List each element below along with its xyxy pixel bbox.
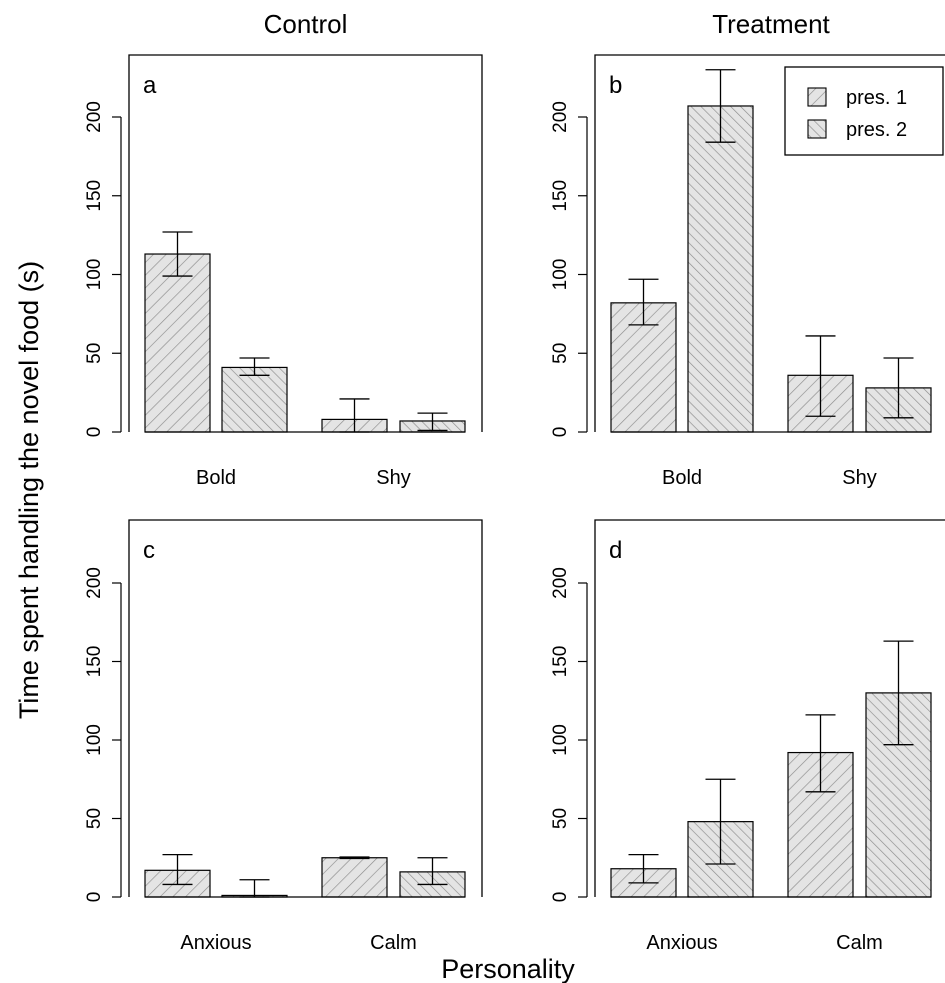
y-tick-label: 100 bbox=[550, 724, 571, 756]
panel-letter: c bbox=[143, 537, 155, 564]
y-tick-label: 50 bbox=[550, 343, 571, 364]
legend-label-pres-1: pres. 1 bbox=[846, 87, 907, 109]
y-tick-label: 200 bbox=[550, 567, 571, 599]
bar bbox=[144, 253, 211, 433]
panel-b: Treatment Bold Shy 0 50 100 150 200 b bbox=[550, 9, 945, 489]
legend-box bbox=[784, 66, 944, 156]
bar bbox=[687, 105, 754, 433]
x-axis-title: Personality bbox=[441, 954, 575, 983]
y-tick-label: 150 bbox=[84, 180, 105, 212]
legend-swatch-pres-2 bbox=[807, 119, 827, 139]
legend: pres. 1 pres. 2 bbox=[784, 66, 944, 156]
panel-c: Anxious Calm 0 50 100 150 200 c bbox=[84, 519, 483, 954]
y-tick-label: 100 bbox=[84, 724, 105, 756]
plot-frame bbox=[128, 54, 483, 432]
y-tick-label: 150 bbox=[550, 180, 571, 212]
y-tick-label: 50 bbox=[550, 808, 571, 829]
panel-letter: a bbox=[143, 72, 157, 99]
plot-frame bbox=[128, 519, 483, 897]
y-axis-title: Time spent handling the novel food (s) bbox=[14, 261, 44, 719]
category-label: Anxious bbox=[180, 932, 251, 954]
category-label: Anxious bbox=[646, 932, 717, 954]
y-tick-label: 150 bbox=[84, 646, 105, 678]
y-tick-label: 200 bbox=[84, 567, 105, 599]
panel-a: Control Bold Shy 0 50 100 150 200 a bbox=[84, 9, 483, 489]
y-tick-label: 50 bbox=[84, 343, 105, 364]
category-label: Calm bbox=[836, 932, 883, 954]
y-tick-label: 0 bbox=[84, 892, 105, 903]
plot-frame bbox=[594, 519, 945, 897]
y-tick-label: 0 bbox=[550, 892, 571, 903]
category-label: Bold bbox=[196, 467, 236, 489]
y-tick-label: 100 bbox=[84, 259, 105, 291]
y-tick-label: 50 bbox=[84, 808, 105, 829]
y-tick-label: 200 bbox=[84, 101, 105, 133]
panel-title: Treatment bbox=[712, 9, 830, 39]
y-tick-label: 0 bbox=[84, 427, 105, 438]
panel-letter: b bbox=[609, 72, 622, 99]
legend-swatch-pres-1 bbox=[807, 87, 827, 107]
panels: Control Bold Shy 0 50 100 150 200 a Treatment Bold… bbox=[84, 9, 945, 954]
y-tick-label: 150 bbox=[550, 646, 571, 678]
panel-letter: d bbox=[609, 537, 622, 564]
panel-d: Anxious Calm 0 50 100 150 200 d bbox=[550, 519, 945, 954]
plot-frame bbox=[594, 54, 945, 432]
legend-label-pres-2: pres. 2 bbox=[846, 119, 907, 141]
y-tick-label: 100 bbox=[550, 259, 571, 291]
category-label: Shy bbox=[842, 467, 876, 489]
bar bbox=[321, 857, 388, 898]
category-label: Calm bbox=[370, 932, 417, 954]
panel-title: Control bbox=[264, 9, 348, 39]
y-tick-label: 200 bbox=[550, 101, 571, 133]
bar bbox=[221, 366, 288, 433]
category-label: Bold bbox=[662, 467, 702, 489]
category-label: Shy bbox=[376, 467, 410, 489]
y-tick-label: 0 bbox=[550, 427, 571, 438]
